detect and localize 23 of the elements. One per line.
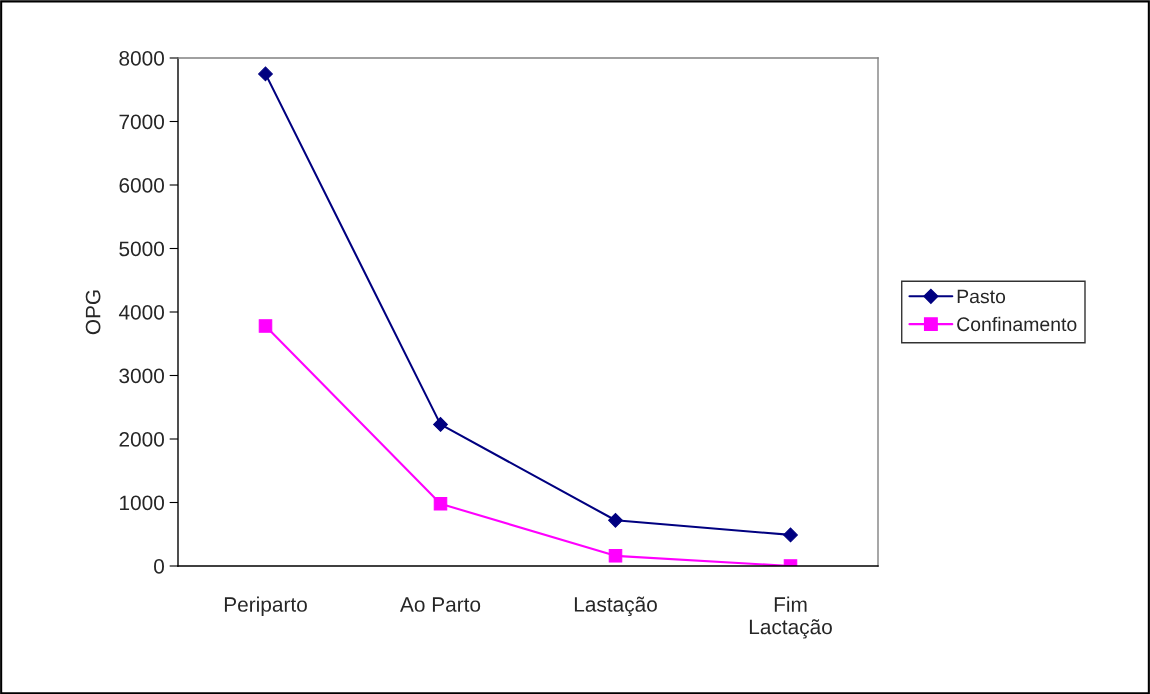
point bbox=[433, 497, 448, 511]
point bbox=[433, 417, 448, 432]
x-tick-label: Fim Lactação bbox=[749, 596, 832, 639]
x-tick-label: Lastação bbox=[574, 596, 657, 616]
y-tick-label: 1000 bbox=[120, 495, 164, 511]
point bbox=[608, 549, 623, 563]
y-tick-label: 3000 bbox=[119, 368, 164, 384]
legend-label: Pasto bbox=[957, 289, 1006, 304]
y-axis-title: OPG bbox=[85, 290, 101, 335]
y-tick-label: 7000 bbox=[119, 114, 164, 130]
point bbox=[258, 66, 273, 82]
y-tick-label: 0 bbox=[154, 559, 164, 574]
y-tick-label: 6000 bbox=[119, 178, 164, 193]
point bbox=[783, 527, 798, 543]
y-tick-label: 4000 bbox=[118, 305, 164, 320]
y-tick-label: 8000 bbox=[119, 51, 164, 66]
point bbox=[258, 319, 273, 333]
x-tick-label: Ao Parto bbox=[400, 597, 481, 612]
point bbox=[608, 512, 623, 528]
legend-label: Confinamento bbox=[957, 316, 1077, 332]
y-tick-label: 5000 bbox=[119, 241, 164, 257]
y-tick-label: 2000 bbox=[119, 432, 164, 447]
x-tick-label: Periparto bbox=[224, 596, 307, 616]
